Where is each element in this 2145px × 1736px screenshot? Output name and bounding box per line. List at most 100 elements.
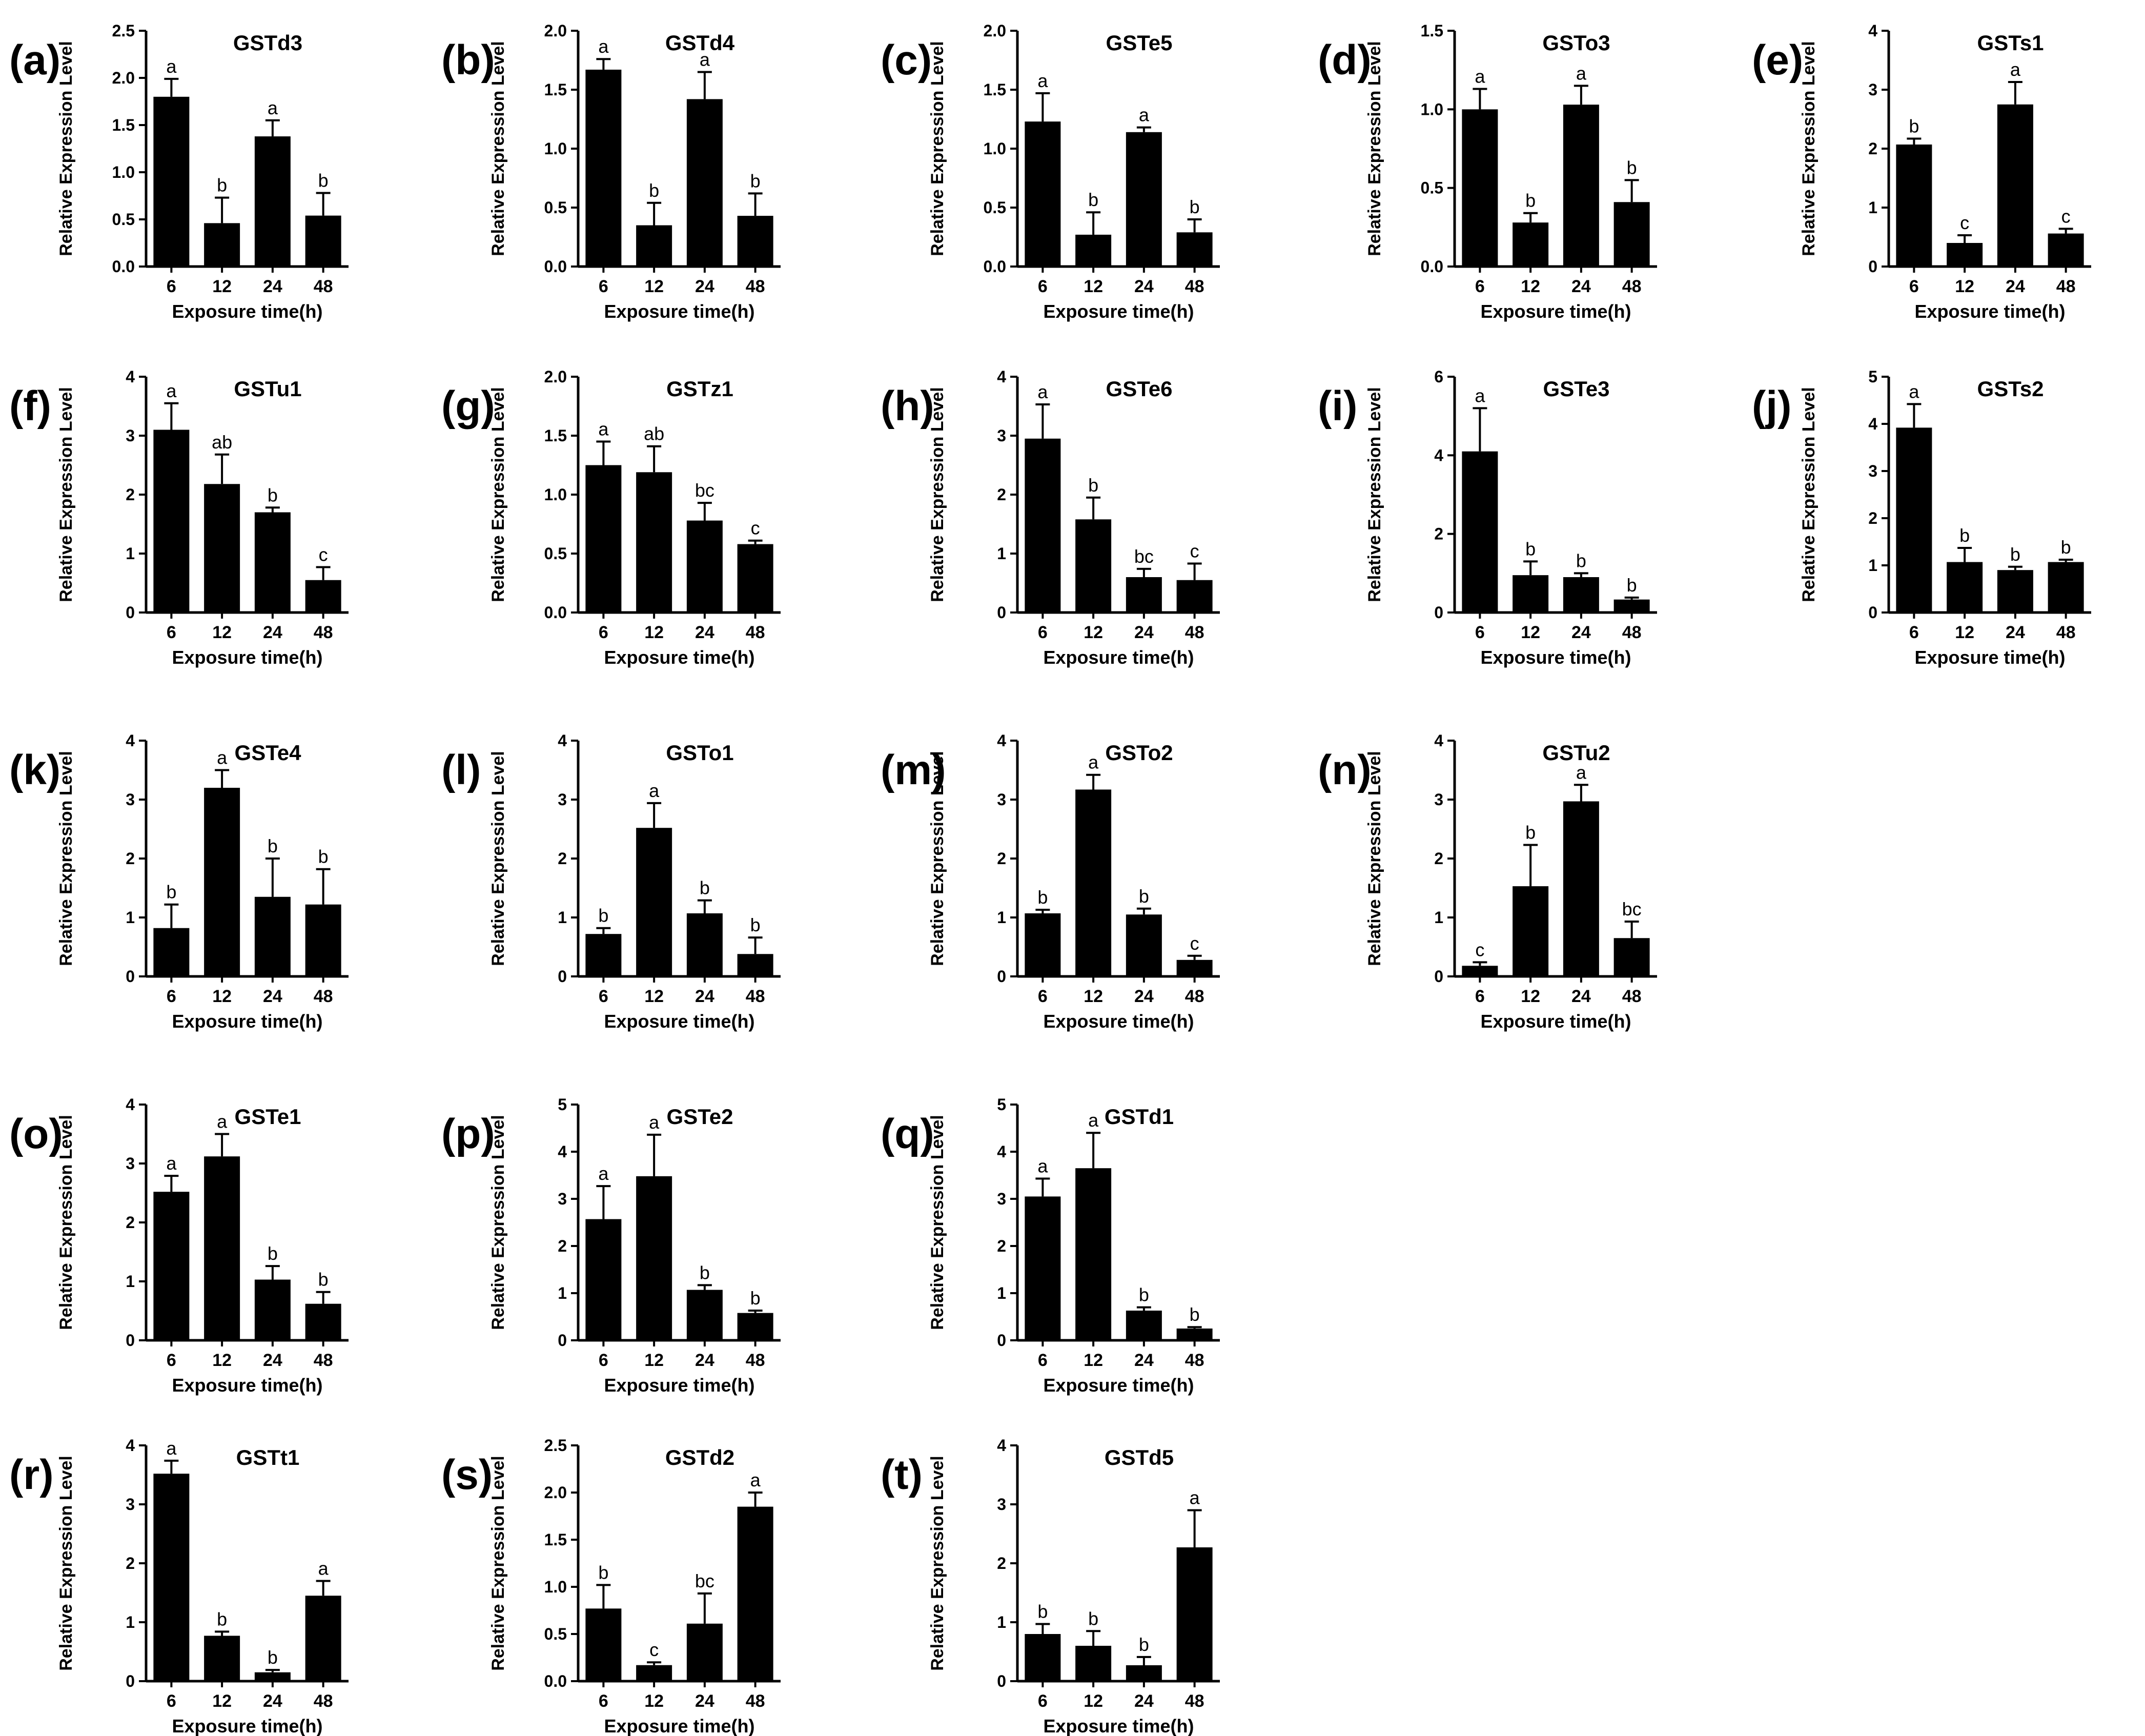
x-tick-label: 6 bbox=[1475, 623, 1485, 642]
error-bar bbox=[596, 1584, 611, 1609]
y-axis-label: Relative Expression Level bbox=[488, 751, 508, 966]
bar-12h bbox=[204, 788, 240, 976]
x-tick-label: 48 bbox=[1185, 1351, 1204, 1370]
significance-letter: b bbox=[1139, 1634, 1149, 1655]
error-bar bbox=[697, 1284, 712, 1290]
bar-24h bbox=[1126, 132, 1162, 267]
x-tick-label: 6 bbox=[167, 987, 176, 1006]
y-tick-label: 3 bbox=[997, 1495, 1006, 1514]
y-tick-label: 1 bbox=[558, 908, 567, 927]
y-tick-label: 4 bbox=[997, 1142, 1006, 1161]
significance-letter: b bbox=[750, 1288, 761, 1309]
bar-6h bbox=[585, 934, 622, 976]
panel-letter: (l) bbox=[441, 747, 481, 793]
x-axis-label: Exposure time(h) bbox=[172, 301, 322, 322]
significance-letter: b bbox=[268, 835, 278, 856]
chart-title: GSTe5 bbox=[1106, 31, 1173, 55]
x-axis-label: Exposure time(h) bbox=[1480, 301, 1631, 322]
bar-6h bbox=[1896, 427, 1932, 612]
panel-letter: (d) bbox=[1318, 37, 1372, 84]
bar-12h bbox=[1513, 575, 1549, 612]
x-tick-label: 24 bbox=[263, 623, 282, 642]
significance-letter: a bbox=[1139, 105, 1150, 126]
panel-letter: (n) bbox=[1318, 747, 1372, 793]
x-tick-label: 24 bbox=[2006, 277, 2025, 296]
bar-24h bbox=[1126, 1311, 1162, 1340]
x-axis-label: Exposure time(h) bbox=[172, 647, 322, 668]
significance-letter: ab bbox=[212, 432, 232, 453]
significance-letter: a bbox=[1475, 66, 1485, 87]
panel-letter: (h) bbox=[881, 383, 934, 430]
significance-letter: c bbox=[319, 544, 328, 565]
y-tick-label: 2 bbox=[558, 849, 567, 868]
y-tick-label: 3 bbox=[997, 1190, 1006, 1208]
x-tick-label: 6 bbox=[167, 1691, 176, 1711]
x-tick-label: 24 bbox=[1134, 987, 1154, 1006]
x-tick-label: 6 bbox=[599, 1351, 608, 1370]
error-bar bbox=[748, 1310, 763, 1313]
x-axis-label: Exposure time(h) bbox=[1480, 1011, 1631, 1032]
x-tick-label: 6 bbox=[167, 1351, 176, 1370]
chart-title: GSTu1 bbox=[234, 377, 301, 401]
error-bar bbox=[1624, 596, 1639, 600]
x-tick-label: 48 bbox=[746, 277, 765, 296]
error-bar bbox=[215, 1133, 230, 1157]
x-tick-label: 24 bbox=[263, 987, 282, 1006]
error-bar bbox=[748, 1492, 763, 1507]
error-bar bbox=[215, 769, 230, 788]
error-bar bbox=[1035, 909, 1050, 913]
chart-title: GSTs2 bbox=[1977, 377, 2044, 401]
y-tick-label: 4 bbox=[558, 1142, 567, 1161]
chart-title: GSTd2 bbox=[665, 1445, 734, 1469]
error-bar bbox=[697, 502, 712, 521]
bar-6h bbox=[1025, 1634, 1061, 1681]
y-tick-label: 1 bbox=[558, 1284, 567, 1302]
significance-letter: b bbox=[1139, 886, 1149, 907]
error-bar bbox=[1086, 1630, 1101, 1646]
x-tick-label: 48 bbox=[314, 623, 333, 642]
panel-letter: (a) bbox=[9, 37, 60, 84]
y-tick-label: 5 bbox=[997, 1095, 1006, 1114]
significance-letter: a bbox=[1037, 1155, 1048, 1176]
significance-letter: c bbox=[1475, 939, 1484, 960]
x-tick-label: 24 bbox=[2006, 623, 2025, 642]
x-tick-label: 6 bbox=[1038, 1691, 1048, 1711]
error-bar bbox=[1624, 921, 1639, 938]
chart-title: GSTe1 bbox=[235, 1105, 301, 1129]
y-tick-label: 0.5 bbox=[1421, 179, 1443, 197]
bar-12h bbox=[636, 1176, 672, 1340]
bar-48h bbox=[737, 954, 773, 976]
bar-48h bbox=[305, 1596, 341, 1681]
error-bar bbox=[1187, 1509, 1202, 1547]
bar-48h bbox=[305, 1303, 341, 1340]
y-tick-label: 1 bbox=[997, 544, 1006, 563]
bar-6h bbox=[1462, 966, 1498, 976]
y-tick-label: 2.0 bbox=[544, 22, 567, 40]
bar-6h bbox=[153, 928, 190, 976]
significance-letter: b bbox=[1190, 1304, 1200, 1325]
error-bar bbox=[1086, 773, 1101, 790]
error-bar bbox=[1523, 560, 1538, 576]
error-bar bbox=[1187, 954, 1202, 960]
chart-panel-GSTe5: (c) GSTe5 Relative Expression Level 0.0 0.5 1… bbox=[881, 22, 1220, 322]
error-bar bbox=[2008, 565, 2023, 570]
x-tick-label: 6 bbox=[599, 987, 608, 1006]
y-tick-label: 3 bbox=[126, 1154, 135, 1173]
bar-24h bbox=[686, 99, 723, 267]
chart-panel-GSTd2: (s) GSTd2 Relative Expression Level 0.0 0.5 1… bbox=[441, 1436, 781, 1736]
panel-letter: (r) bbox=[9, 1452, 54, 1498]
y-axis-label: Relative Expression Level bbox=[56, 387, 76, 602]
x-tick-label: 24 bbox=[695, 1351, 714, 1370]
x-tick-label: 12 bbox=[1084, 987, 1103, 1006]
x-axis-label: Exposure time(h) bbox=[604, 1011, 754, 1032]
y-tick-label: 1.5 bbox=[544, 426, 567, 445]
x-tick-label: 6 bbox=[167, 277, 176, 296]
significance-letter: a bbox=[598, 419, 609, 440]
error-bar bbox=[596, 58, 611, 70]
error-bar bbox=[265, 857, 280, 897]
bar-6h bbox=[1896, 144, 1932, 267]
y-axis-label: Relative Expression Level bbox=[928, 387, 947, 602]
error-bar bbox=[1136, 1656, 1151, 1665]
